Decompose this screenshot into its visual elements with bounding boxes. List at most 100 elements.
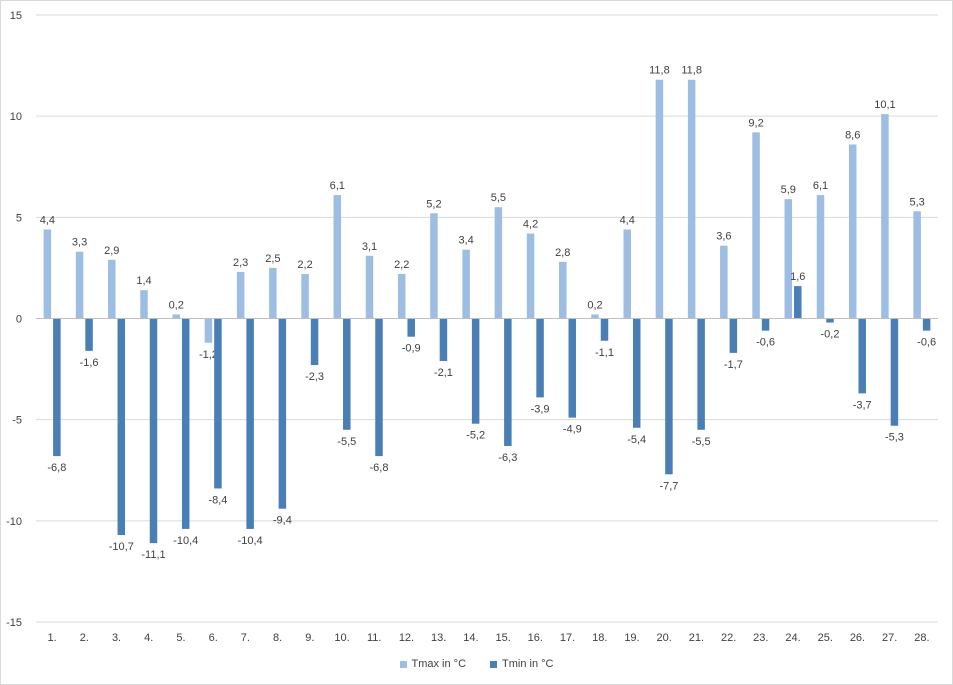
data-label-tmax: 11,8 [681, 65, 702, 77]
bar-tmin [858, 318, 866, 394]
data-label-tmin: -5,5 [337, 436, 356, 448]
legend-item-tmax: Tmax in °C [399, 658, 467, 670]
x-tick-label: 21. [689, 632, 704, 644]
y-tick-label: 10 [10, 111, 22, 123]
bar-tmin [85, 318, 93, 351]
bar-tmin [826, 318, 834, 323]
data-label-tmax: 6,1 [330, 180, 345, 192]
bar-tmax [140, 290, 148, 319]
bar-tmax [204, 318, 213, 343]
bar-tmax [269, 267, 277, 319]
data-label-tmax: 2,5 [265, 253, 280, 265]
data-label-tmax: 2,9 [104, 245, 119, 257]
x-tick-label: 1. [48, 632, 57, 644]
x-tick-label: 12. [399, 632, 414, 644]
bar-tmax [494, 207, 503, 319]
bar-tmax [43, 229, 52, 319]
data-label-tmax: 2,8 [555, 247, 570, 259]
data-label-tmax: 4,4 [40, 214, 55, 226]
bar-tmin [53, 318, 61, 457]
legend: Tmax in °C Tmin in °C [0, 656, 953, 672]
bar-tmin [149, 318, 158, 544]
x-tick-label: 19. [624, 632, 639, 644]
data-label-tmin: -0,6 [917, 337, 936, 349]
data-label-tmax: 3,3 [72, 237, 87, 249]
bar-tmin [665, 318, 673, 475]
data-label-tmax: 3,1 [362, 241, 377, 253]
data-label-tmin: -2,1 [434, 367, 453, 379]
x-tick-label: 4. [144, 632, 153, 644]
bar-tmax [720, 245, 728, 319]
data-label-tmax: 5,5 [491, 192, 506, 204]
bar-tmin [246, 318, 254, 529]
x-tick-label: 23. [753, 632, 768, 644]
data-label-tmax: 1,4 [136, 275, 151, 287]
bar-tmin [600, 318, 609, 341]
data-label-tmin: -6,8 [370, 462, 389, 474]
bar-tmin [922, 318, 931, 331]
bar-tmax [108, 259, 116, 319]
bar-tmin [214, 318, 222, 489]
bar-tmax [687, 79, 696, 319]
bar-tmin [471, 318, 480, 424]
bar-tmax [784, 199, 793, 319]
bar-tmax [365, 255, 374, 319]
bar-tmax [75, 251, 84, 319]
data-label-tmax: -1,2 [199, 349, 218, 361]
bar-tmin [117, 318, 126, 535]
data-label-tmax: 3,4 [458, 235, 473, 247]
data-label-tmin: -9,4 [273, 515, 292, 527]
y-tick-label: 0 [16, 314, 22, 326]
data-label-tmin: -5,3 [885, 432, 904, 444]
bar-tmax [559, 261, 567, 319]
data-label-tmin: -10,7 [109, 541, 134, 553]
bar-tmin [697, 318, 705, 430]
x-tick-label: 3. [112, 632, 121, 644]
bar-tmax [816, 195, 825, 319]
bar-tmin [310, 318, 319, 366]
x-tick-label: 9. [305, 632, 314, 644]
bar-tmax [881, 114, 889, 319]
legend-swatch-tmax [399, 660, 407, 668]
y-tick-label: 15 [10, 10, 22, 22]
x-tick-label: 10. [334, 632, 349, 644]
data-label-tmin: -1,6 [80, 357, 99, 369]
bar-tmax [301, 273, 309, 319]
bar-tmax [848, 144, 857, 319]
x-tick-label: 14. [463, 632, 478, 644]
data-label-tmax: 9,2 [748, 117, 763, 129]
x-tick-label: 2. [80, 632, 89, 644]
x-tick-label: 11. [367, 632, 381, 644]
data-label-tmin: -2,3 [305, 371, 324, 383]
bar-tmax [591, 314, 599, 319]
legend-item-tmin: Tmin in °C [490, 658, 554, 670]
x-tick-label: 6. [209, 632, 218, 644]
x-tick-label: 7. [241, 632, 250, 644]
x-tick-label: 16. [528, 632, 543, 644]
legend-label-tmax: Tmax in °C [411, 658, 467, 670]
data-label-tmax: 2,2 [297, 259, 312, 271]
data-label-tmin: -11,1 [141, 549, 165, 561]
x-tick-label: 20. [657, 632, 672, 644]
bar-tmin [504, 318, 512, 446]
y-tick-label: -15 [6, 617, 22, 629]
data-label-tmin: -0,9 [402, 343, 421, 355]
data-label-tmax: 3,6 [716, 231, 731, 243]
bar-tmax [430, 213, 438, 319]
x-tick-label: 22. [721, 632, 736, 644]
bar-tmin [794, 286, 802, 319]
bar-tmax [236, 271, 245, 319]
bar-tmin [536, 318, 544, 398]
data-label-tmin: -3,9 [531, 403, 550, 415]
bar-tmin [632, 318, 641, 428]
data-label-tmin: -7,7 [659, 480, 678, 492]
x-tick-label: 17. [560, 632, 575, 644]
bar-tmin [729, 318, 738, 353]
x-tick-label: 28. [914, 632, 929, 644]
data-label-tmin: -10,4 [173, 535, 198, 547]
data-label-tmin: -5,2 [466, 430, 485, 442]
data-label-tmin: -8,4 [208, 494, 227, 506]
bar-tmin [439, 318, 448, 361]
legend-label-tmin: Tmin in °C [502, 658, 554, 670]
